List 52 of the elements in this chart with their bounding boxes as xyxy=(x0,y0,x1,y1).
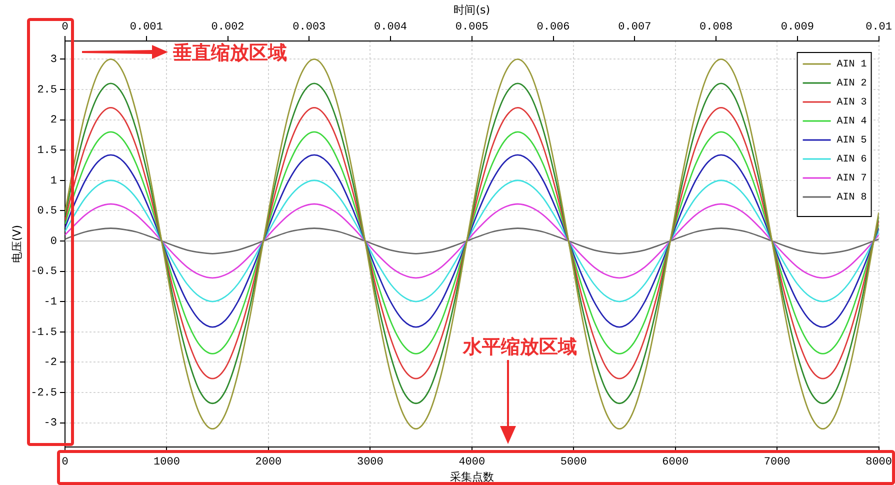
x2-tick-label: 0.004 xyxy=(374,21,408,34)
y-tick-label: 0 xyxy=(50,236,57,248)
x-tick-label: 6000 xyxy=(662,456,689,469)
y-axis-title: 电压(V) xyxy=(10,224,24,264)
line-series xyxy=(65,106,879,380)
y-tick-label: -1 xyxy=(44,296,58,308)
y-tick-label: -0.5 xyxy=(30,266,57,278)
x2-tick-label: 0.01 xyxy=(866,21,892,34)
x-tick-label: 5000 xyxy=(560,456,587,469)
y-tick-label: 2 xyxy=(50,114,57,127)
x2-axis-title: 时间(s) xyxy=(454,3,490,16)
x-tick-label: 7000 xyxy=(764,456,790,469)
x-tick-label: 4000 xyxy=(458,456,486,469)
legend-label: AIN 5 xyxy=(836,136,867,147)
x-axis-title: 采集点数 xyxy=(450,470,494,484)
y-tick-label: -2.5 xyxy=(30,387,57,400)
x2-tick-label: 0.003 xyxy=(292,21,326,34)
annotation: 垂直缩放区域 xyxy=(173,41,287,66)
legend-label: AIN 1 xyxy=(836,60,867,71)
x2-tick-label: 0.009 xyxy=(780,21,814,34)
annotation: 水平缩放区域 xyxy=(463,335,577,360)
x2-tick-label: 0.005 xyxy=(455,21,488,34)
legend-label: AIN 3 xyxy=(836,98,867,109)
y-tick-label: -2 xyxy=(44,357,57,370)
legend-label: AIN 6 xyxy=(836,154,867,166)
y-tick-label: 2.5 xyxy=(37,84,57,96)
x-tick-label: 3000 xyxy=(356,456,384,469)
line-series xyxy=(65,180,879,302)
legend-label: AIN 8 xyxy=(836,192,867,204)
y-tick-label: -1.5 xyxy=(30,326,57,339)
line-series xyxy=(65,131,879,354)
y-tick-label: 1.5 xyxy=(37,144,57,157)
line-series xyxy=(65,228,879,254)
x2-tick-label: 0.008 xyxy=(700,21,733,34)
legend-label: AIN 7 xyxy=(836,174,867,185)
x2-tick-label: 0.007 xyxy=(618,21,652,34)
y-tick-label: -3 xyxy=(44,418,57,430)
x2-tick-label: 0.002 xyxy=(211,21,244,34)
y-tick-label: 3 xyxy=(50,54,57,66)
x-tick-label: 8000 xyxy=(866,456,892,469)
y-tick-label: 0.5 xyxy=(37,206,57,218)
legend-label: AIN 2 xyxy=(836,78,867,90)
line-series xyxy=(65,203,879,279)
x2-tick-label: 0 xyxy=(62,21,68,34)
x-tick-label: 2000 xyxy=(255,456,282,469)
x2-tick-label: 0.001 xyxy=(130,21,164,34)
x-tick-label: 1000 xyxy=(154,456,180,469)
legend-label: AIN 4 xyxy=(836,116,867,128)
y-tick-label: 1 xyxy=(50,175,58,188)
line-series xyxy=(65,154,879,328)
x-tick-label: 0 xyxy=(62,456,68,469)
x2-tick-label: 0.006 xyxy=(536,21,570,34)
